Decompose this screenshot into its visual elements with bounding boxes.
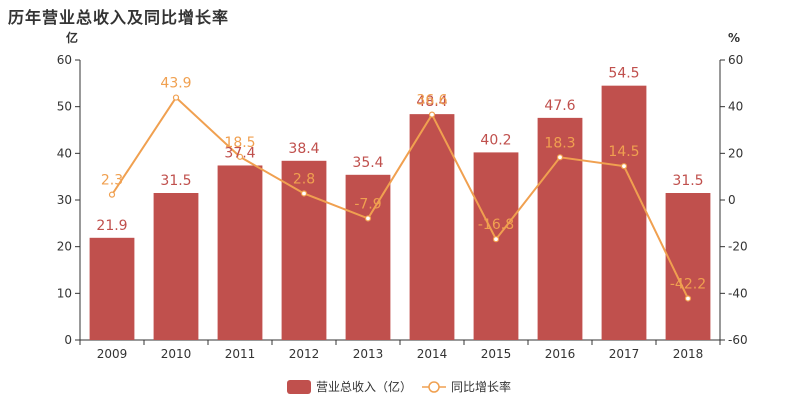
- bar: [409, 114, 455, 340]
- legend-bar-label: 营业总收入（亿）: [316, 379, 412, 394]
- right-tick-label: 0: [728, 193, 736, 207]
- bar: [89, 237, 135, 340]
- legend-line-label: 同比增长率: [451, 379, 511, 394]
- line-point: [620, 163, 628, 170]
- x-tick-label: 2010: [161, 347, 192, 361]
- line-point: [556, 154, 564, 161]
- legend: 营业总收入（亿） 同比增长率: [287, 379, 511, 394]
- bar-value-label: 31.5: [672, 173, 703, 189]
- line-value-label: -16.8: [478, 217, 514, 233]
- bar-value-label: 37.4: [224, 145, 255, 161]
- bar: [345, 174, 391, 340]
- line-point: [108, 191, 116, 198]
- x-tick-label: 2016: [545, 347, 576, 361]
- x-tick-label: 2017: [609, 347, 640, 361]
- left-tick-label: 10: [57, 286, 72, 300]
- bar: [473, 152, 519, 340]
- x-tick-label: 2014: [417, 347, 448, 361]
- line-series: [108, 94, 692, 302]
- left-tick-label: 60: [57, 53, 72, 67]
- left-axis-unit: 亿: [66, 30, 78, 45]
- line-point: [364, 215, 372, 222]
- line-point: [684, 295, 692, 302]
- legend-bar-swatch: [287, 380, 311, 394]
- bar-value-label: 35.4: [352, 155, 383, 171]
- left-tick-label: 20: [57, 240, 72, 254]
- x-tick-label: 2009: [97, 347, 128, 361]
- right-tick-label: 60: [728, 53, 743, 67]
- growth-line: [111, 96, 689, 299]
- right-tick-label: 40: [728, 100, 743, 114]
- line-point: [172, 94, 180, 101]
- line-value-label: 2.3: [101, 173, 123, 189]
- right-tick-label: -20: [728, 240, 748, 254]
- bar-value-label: 40.2: [480, 132, 511, 148]
- bar-value-label: 38.4: [288, 141, 319, 157]
- line-point: [300, 190, 308, 197]
- line-point: [428, 111, 436, 118]
- bar: [281, 160, 327, 340]
- left-tick-label: 50: [57, 100, 72, 114]
- line-value-label: 36.6: [416, 93, 447, 109]
- right-tick-label: 20: [728, 146, 743, 160]
- x-tick-label: 2011: [225, 347, 256, 361]
- line-value-label: 43.9: [160, 76, 191, 92]
- bar-series: [89, 85, 711, 341]
- right-tick-label: -60: [728, 333, 748, 347]
- line-value-label: 2.8: [293, 171, 315, 187]
- data-labels: 21.9 31.5 37.4 38.4 35.4 48.4 40.2 47.6 54.5 31.5…: [96, 66, 706, 293]
- bar-value-label: 47.6: [544, 98, 575, 114]
- left-tick-label: 30: [57, 193, 72, 207]
- x-tick-label: 2018: [673, 347, 704, 361]
- bar: [217, 165, 263, 340]
- line-point: [236, 153, 244, 160]
- x-tick-label: 2012: [289, 347, 320, 361]
- line-value-label: -7.9: [354, 196, 381, 212]
- line-value-label: 14.5: [608, 144, 639, 160]
- right-tick-label: -40: [728, 286, 748, 300]
- line-value-label: -42.2: [670, 276, 706, 292]
- right-axis-unit: %: [728, 31, 740, 45]
- line-value-label: 18.5: [224, 135, 255, 151]
- bar: [601, 85, 647, 341]
- chart-title: 历年营业总收入及同比增长率: [8, 8, 230, 27]
- line-value-label: 18.3: [544, 135, 575, 151]
- line-point: [492, 236, 500, 243]
- x-tick-label: 2015: [481, 347, 512, 361]
- x-tick-label: 2013: [353, 347, 384, 361]
- bar: [153, 193, 199, 340]
- bar-value-label: 48.4: [416, 94, 447, 110]
- bar-value-label: 21.9: [96, 218, 127, 234]
- bar-value-label: 54.5: [608, 66, 639, 82]
- legend-line-marker: [428, 381, 440, 393]
- bar-value-label: 31.5: [160, 173, 191, 189]
- left-tick-label: 0: [64, 333, 72, 347]
- left-tick-label: 40: [57, 146, 72, 160]
